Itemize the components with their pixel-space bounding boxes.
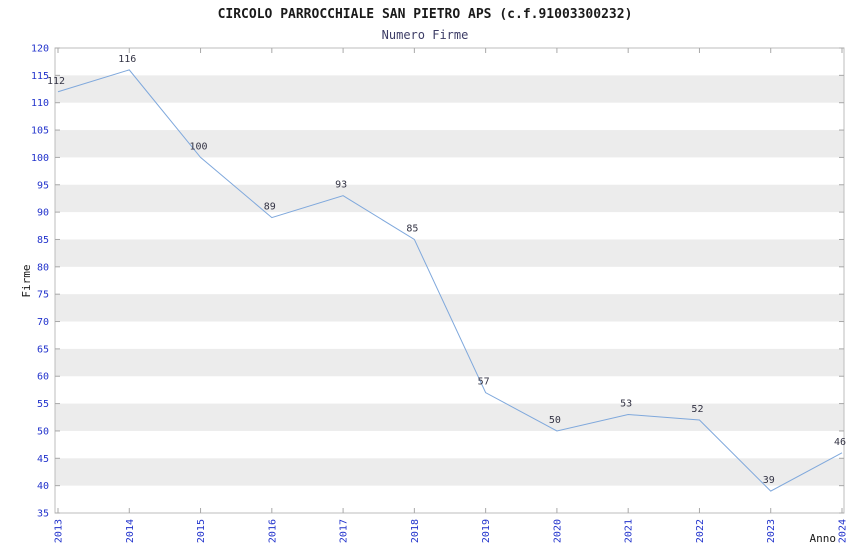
data-labels: 112 116 100 89 93 85 57 50 53 52 39 46 <box>47 54 846 486</box>
point-value-label: 85 <box>406 223 418 234</box>
series-line <box>57 69 843 492</box>
point-value-label: 100 <box>190 141 208 152</box>
point-value-label: 50 <box>549 415 561 426</box>
point-value-label: 112 <box>47 76 65 87</box>
y-tick-label: 85 <box>37 235 49 246</box>
y-tick-label: 65 <box>37 344 49 355</box>
plot-frame <box>54 47 845 514</box>
y-axis-label: Firme <box>20 264 33 297</box>
chart-title: CIRCOLO PARROCCHIALE SAN PIETRO APS (c.f… <box>218 7 633 22</box>
x-tick-label: 2024 <box>838 519 849 543</box>
point-value-label: 53 <box>620 399 632 410</box>
x-tick-label: 2023 <box>766 519 777 543</box>
grid-band <box>55 75 844 103</box>
y-tick-label: 60 <box>37 372 49 383</box>
data-series <box>57 69 843 492</box>
x-tick-label: 2015 <box>196 519 207 543</box>
y-tick-label: 100 <box>31 153 49 164</box>
point-value-label: 46 <box>834 437 846 448</box>
grid-band <box>55 294 844 322</box>
x-tick-label: 2021 <box>624 519 635 543</box>
grid-band <box>55 403 844 431</box>
point-value-label: 57 <box>478 377 490 388</box>
y-tick-label: 105 <box>31 126 49 137</box>
x-tick-label: 2017 <box>339 519 350 543</box>
x-tick-label: 2020 <box>552 519 563 543</box>
point-value-label: 52 <box>691 404 703 415</box>
x-tick-label: 2018 <box>410 519 421 543</box>
y-tick-label: 90 <box>37 208 49 219</box>
grid-band <box>55 348 844 377</box>
grid-band <box>55 239 844 267</box>
grid-band <box>55 458 844 486</box>
y-tick-label: 110 <box>31 98 49 109</box>
point-value-label: 39 <box>763 475 775 486</box>
y-tick-label: 80 <box>37 262 49 273</box>
point-value-label: 93 <box>335 180 347 191</box>
y-tick-label: 40 <box>37 481 49 492</box>
y-tick-label: 115 <box>31 71 49 82</box>
x-tick-label: 2014 <box>125 519 136 543</box>
plot-border <box>54 47 845 514</box>
y-tick-label: 120 <box>31 44 49 55</box>
chart-subtitle: Numero Firme <box>382 28 469 42</box>
point-value-label: 116 <box>118 54 136 65</box>
y-tick-label: 45 <box>37 454 49 465</box>
x-tick-label: 2013 <box>54 519 65 543</box>
y-tick-label: 75 <box>37 290 49 301</box>
grid-band <box>55 130 844 158</box>
y-tick-label: 55 <box>37 399 49 410</box>
y-tick-label: 35 <box>37 509 49 520</box>
x-tick-label: 2019 <box>481 519 492 543</box>
x-tick-label: 2022 <box>695 519 706 543</box>
y-tick-label: 70 <box>37 317 49 328</box>
x-tick-label: 2016 <box>267 519 278 543</box>
y-tick-label: 95 <box>37 180 49 191</box>
x-axis-label: Anno <box>810 532 837 545</box>
y-tick-label: 50 <box>37 426 49 437</box>
grid-band <box>55 184 844 213</box>
grid-bands <box>55 75 844 486</box>
point-value-label: 89 <box>264 202 276 213</box>
axis-ticks: 35 40 45 50 55 60 65 70 75 80 85 90 95 100 105 110 115 12… <box>31 44 849 544</box>
